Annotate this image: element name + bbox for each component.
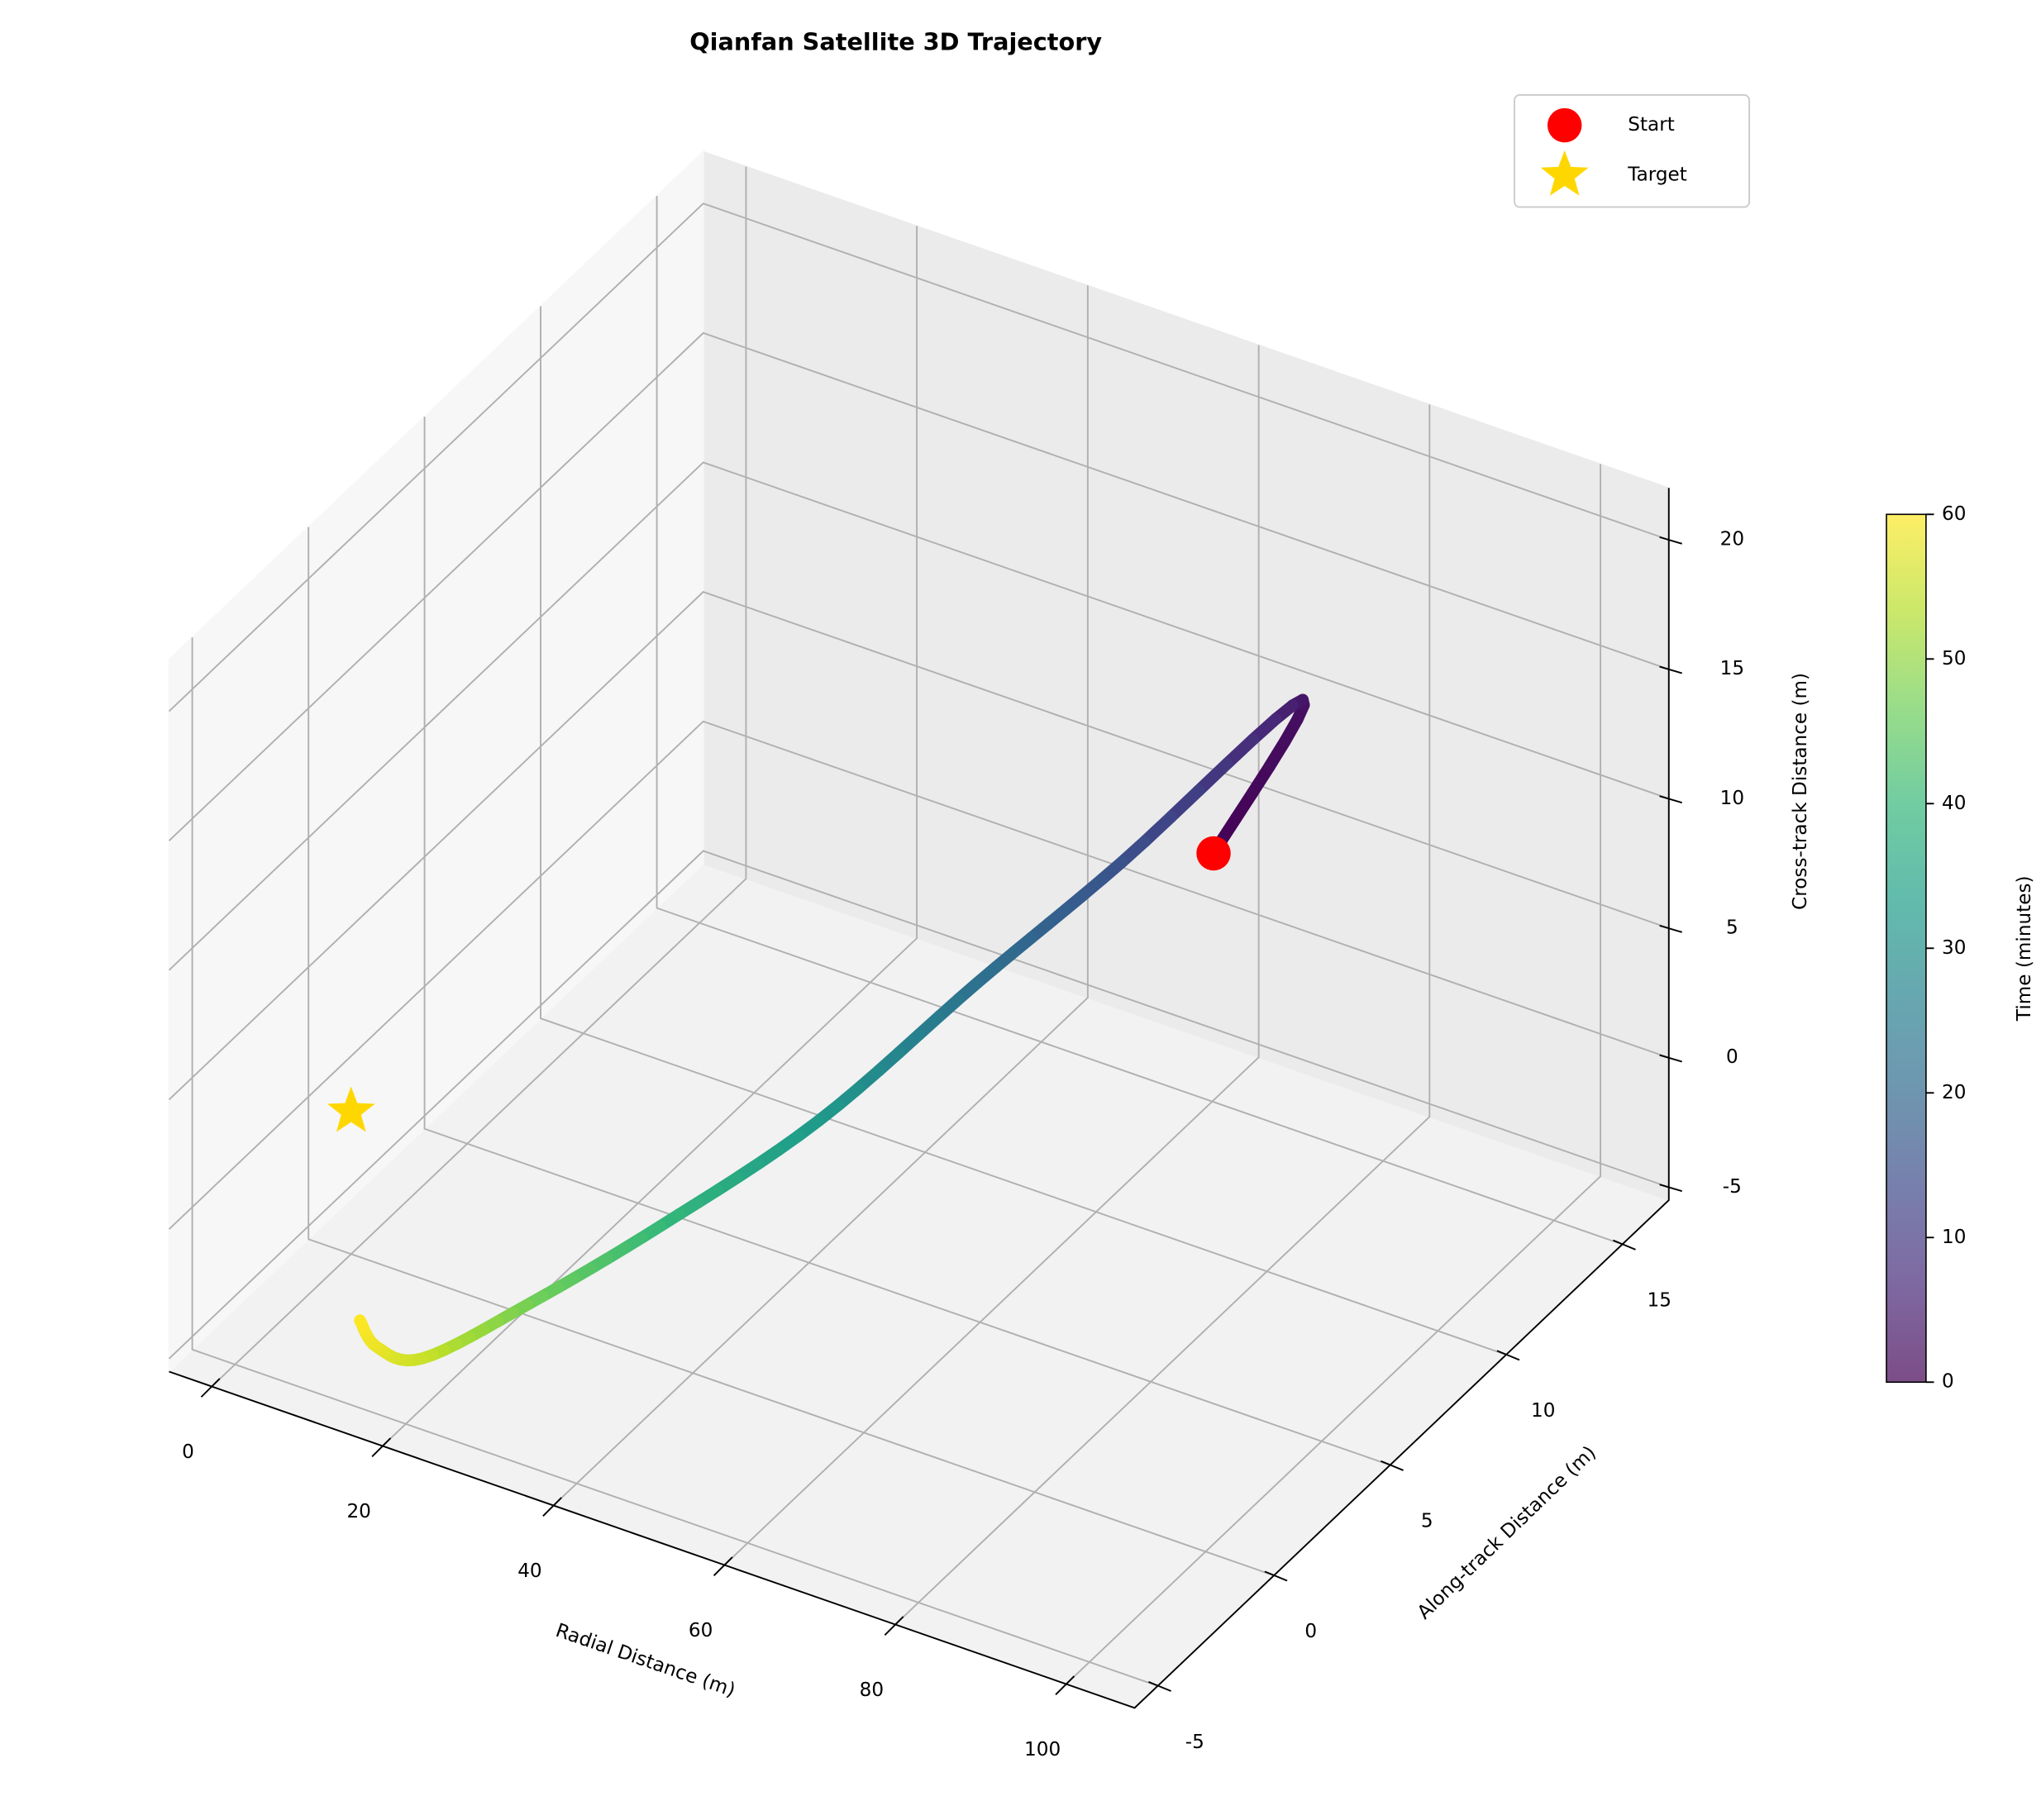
x-tick-label: 20	[346, 1501, 370, 1522]
x-tick	[713, 1556, 733, 1576]
y-tick	[1264, 1570, 1288, 1582]
grid-line	[308, 526, 1275, 1577]
legend-label: Target	[1627, 164, 1687, 186]
x-tick-label: 40	[517, 1560, 541, 1582]
legend-box	[1514, 93, 1751, 208]
z-tick-label: 0	[1726, 1046, 1738, 1068]
grid-line	[382, 226, 918, 1447]
x-tick-label: 80	[860, 1679, 884, 1701]
y-tick-label: 0	[1304, 1621, 1317, 1642]
colorbar-tick-label: 50	[1942, 648, 1966, 669]
z-tick-label: 5	[1726, 917, 1738, 939]
grid-line	[211, 166, 747, 1388]
colorbar-tick-label: 40	[1942, 793, 1966, 814]
trajectory-segment	[1193, 757, 1233, 797]
colorbar-label: Time (minutes)	[2014, 875, 2035, 1022]
axis-line	[169, 488, 1670, 1709]
z-tick-label: 15	[1720, 658, 1744, 679]
colorbar-tick-label: 0	[1942, 1371, 1954, 1393]
colorbar	[1886, 513, 1927, 1384]
z-tick-label: 10	[1720, 788, 1744, 809]
x-tick-label: 60	[689, 1620, 713, 1641]
grid-line	[656, 195, 1623, 1246]
marker	[327, 1086, 375, 1132]
grid-line	[168, 850, 1670, 1360]
z-tick	[1659, 795, 1682, 804]
grid-line	[168, 202, 1670, 712]
grid-line	[540, 306, 1507, 1355]
legend-swatch	[1547, 107, 1582, 143]
trajectory-segment	[1138, 811, 1177, 848]
x-tick	[884, 1616, 904, 1636]
grid-line	[168, 461, 1670, 971]
grid-line	[168, 331, 1670, 841]
x-tick-label: 100	[1024, 1739, 1061, 1760]
grid-line	[423, 417, 1390, 1466]
trajectory-segment	[1221, 733, 1260, 770]
x-tick-label: 0	[182, 1441, 194, 1463]
trajectory	[354, 693, 1310, 1367]
grid-line	[168, 720, 1670, 1230]
grid-line	[1066, 464, 1602, 1685]
z-tick	[1659, 665, 1682, 674]
y-tick	[1496, 1350, 1520, 1361]
y-tick-label: 10	[1531, 1400, 1555, 1422]
colorbar-tick-label: 30	[1942, 937, 1966, 959]
side-pane	[168, 150, 704, 1374]
colorbar-tick-label: 20	[1942, 1082, 1966, 1103]
y-tick-label: -5	[1185, 1732, 1204, 1753]
legend-swatch	[1540, 150, 1589, 196]
grid-line	[168, 591, 1670, 1101]
y-tick-label: 5	[1421, 1511, 1433, 1532]
z-tick	[1659, 924, 1682, 933]
colorbar-tick-label: 10	[1942, 1227, 1966, 1248]
z-axis-label: Cross-track Distance (m)	[1790, 673, 1811, 910]
colorbar-tick-label: 60	[1942, 503, 1966, 525]
z-tick	[1659, 536, 1682, 545]
y-axis-label: Along-track Distance (m)	[1414, 1442, 1600, 1624]
grid-line	[894, 404, 1431, 1626]
x-tick	[1055, 1675, 1075, 1696]
grid-line	[191, 637, 1158, 1687]
z-tick	[1659, 1054, 1682, 1063]
grid-line	[723, 345, 1260, 1566]
trajectory-segment	[1165, 784, 1205, 823]
legend-label: Start	[1628, 114, 1674, 136]
z-tick	[1659, 1184, 1682, 1193]
x-tick	[200, 1378, 221, 1398]
y-tick	[1381, 1460, 1404, 1471]
grid-line	[552, 285, 1089, 1507]
x-tick	[371, 1437, 392, 1457]
x-tick	[542, 1497, 562, 1517]
y-tick	[1148, 1680, 1171, 1692]
chart-title: Qianfan Satellite 3D Trajectory	[689, 28, 1102, 56]
z-tick-label: -5	[1723, 1176, 1742, 1198]
y-tick-label: 15	[1648, 1290, 1671, 1312]
y-tick	[1613, 1239, 1636, 1251]
marker	[1196, 836, 1231, 871]
z-tick-label: 20	[1720, 529, 1744, 550]
